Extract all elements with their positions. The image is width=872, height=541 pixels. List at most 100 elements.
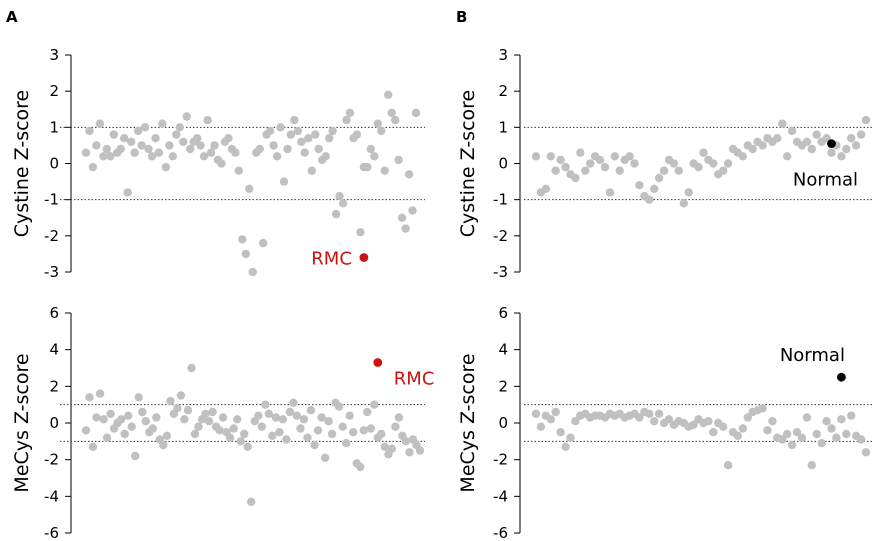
data-point [285, 407, 295, 417]
chart-A-top: 3 2 1 0 -1 -2 -3 Cystine Z-score RMC [11, 46, 425, 281]
data-point [704, 417, 713, 426]
data-point [654, 409, 664, 418]
data-point [248, 267, 257, 277]
data-point [645, 409, 654, 418]
data-point [208, 407, 217, 417]
data-point [296, 424, 305, 433]
y-tick-label: -2 [44, 227, 59, 245]
data-point [176, 391, 186, 400]
data-point [338, 199, 348, 208]
data-point [159, 440, 168, 450]
data-point [261, 400, 270, 409]
data-point [265, 126, 275, 136]
y-tick-label: 2 [498, 377, 508, 395]
data-point [324, 417, 333, 426]
data-point [689, 420, 698, 429]
data-point [847, 134, 856, 143]
data-point [321, 152, 330, 161]
data-point [812, 429, 821, 439]
data-point [405, 448, 414, 457]
data-point [787, 440, 797, 450]
y-tick-label: 0 [498, 155, 508, 173]
data-point [165, 141, 174, 150]
data-point [241, 249, 250, 259]
data-point [411, 108, 421, 118]
data-point [684, 188, 693, 197]
data-point [345, 411, 354, 420]
data-point [709, 428, 718, 437]
data-point [172, 130, 181, 139]
data-point [861, 115, 871, 125]
data-point [645, 195, 654, 204]
data-point [240, 429, 249, 439]
data-point [536, 422, 546, 431]
data-point [546, 415, 555, 424]
data-point [802, 413, 812, 422]
data-point [144, 144, 153, 154]
y-axis-title: MeCys Z-score [457, 353, 479, 492]
data-point [278, 415, 288, 424]
data-point [123, 188, 132, 197]
data-point [625, 152, 634, 161]
data-point [556, 155, 565, 165]
data-point [748, 144, 757, 154]
data-point [733, 431, 743, 440]
y-tick-label: -4 [493, 487, 508, 505]
data-point [95, 389, 105, 398]
y-tick-label: 0 [49, 155, 59, 173]
data-point [758, 141, 767, 150]
data-point [345, 108, 355, 118]
data-point [137, 141, 146, 150]
data-point [861, 448, 871, 457]
data-point [179, 137, 188, 146]
y-tick-label: -1 [493, 191, 508, 209]
data-point [394, 155, 403, 165]
data-point [531, 152, 541, 161]
data-point [272, 152, 282, 161]
data-point [133, 126, 143, 136]
data-point [387, 108, 396, 118]
data-point [254, 411, 263, 420]
y-tick-label: -2 [44, 451, 59, 469]
data-point [856, 435, 866, 444]
data-point [175, 123, 184, 132]
data-point [204, 417, 214, 426]
data-point [847, 411, 856, 420]
data-point [168, 152, 177, 161]
data-point [827, 148, 836, 157]
data-point [370, 152, 379, 161]
data-point [802, 137, 812, 146]
data-point [314, 144, 323, 154]
data-point [401, 224, 410, 233]
data-point [279, 177, 289, 186]
data-point [334, 402, 344, 411]
data-point [88, 162, 98, 172]
data-point [238, 235, 247, 244]
data-point [183, 406, 193, 415]
data-point [377, 126, 386, 136]
y-tick-label: 4 [498, 341, 508, 359]
data-point [320, 453, 330, 462]
data-point [268, 431, 277, 440]
data-point [233, 415, 242, 424]
data-point [106, 409, 115, 418]
data-point [778, 119, 787, 128]
data-point [387, 444, 397, 453]
y-tick-label: -1 [44, 191, 59, 209]
data-point [561, 442, 570, 451]
data-point [827, 424, 836, 433]
data-point [366, 424, 375, 433]
chart-B-top: 3 2 1 0 -1 -2 -3 Cystine Z-score Normal [457, 46, 872, 281]
highlight-label: Normal [793, 170, 858, 191]
data-point [141, 417, 150, 426]
data-point [377, 429, 386, 439]
data-point [338, 422, 347, 431]
data-point [630, 159, 639, 168]
data-point [408, 206, 417, 215]
data-point [352, 130, 362, 139]
data-point [699, 148, 708, 157]
data-point [373, 119, 382, 128]
data-point [650, 184, 659, 193]
data-point [768, 417, 777, 426]
y-tick-label: 6 [49, 304, 59, 322]
